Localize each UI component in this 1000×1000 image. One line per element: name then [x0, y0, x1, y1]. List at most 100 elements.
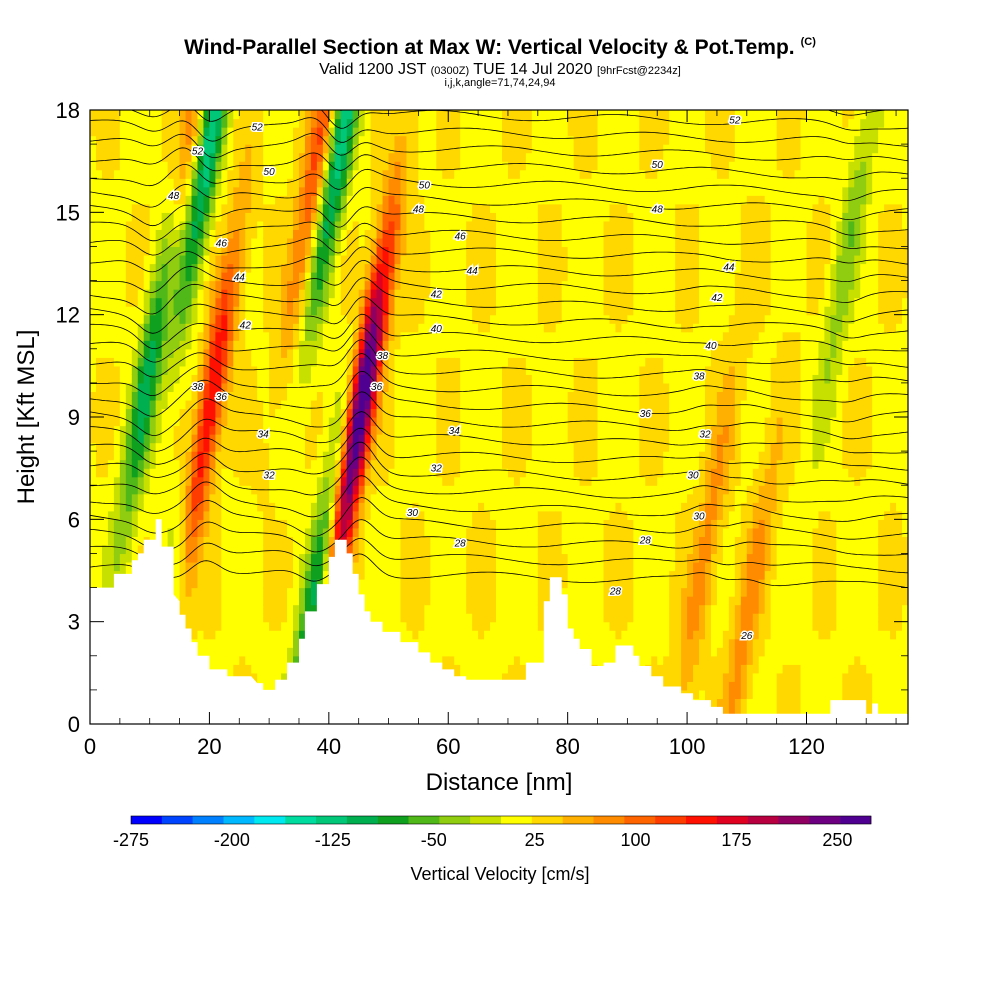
w-cell [215, 195, 222, 205]
w-cell [257, 536, 264, 546]
w-cell [155, 212, 163, 222]
w-cell [269, 613, 276, 623]
w-cell [394, 246, 402, 256]
w-cell [412, 161, 419, 171]
w-cell [215, 186, 222, 196]
w-cell [113, 348, 121, 358]
w-cell [251, 169, 258, 179]
w-cell [364, 502, 372, 512]
w-cell [137, 527, 145, 537]
w-cell [310, 144, 318, 154]
w-cell [281, 655, 288, 665]
w-cell [101, 502, 109, 512]
w-cell [155, 399, 163, 410]
w-cell [119, 263, 127, 273]
w-cell [185, 553, 193, 563]
w-cell [388, 178, 396, 188]
w-cell [412, 613, 419, 623]
w-cell [490, 348, 497, 358]
w-cell [221, 425, 228, 435]
w-cell [287, 434, 294, 444]
w-cell [287, 195, 294, 205]
w-cell [131, 195, 139, 205]
w-cell [257, 220, 264, 230]
w-cell [215, 587, 222, 597]
w-cell [310, 229, 318, 239]
w-cell [257, 203, 264, 213]
w-cell [376, 161, 384, 171]
w-cell [137, 220, 145, 230]
w-cell [239, 186, 246, 196]
w-cell [203, 374, 211, 384]
w-cell [472, 161, 479, 171]
w-cell [161, 254, 169, 265]
w-cell [478, 118, 485, 128]
w-cell [484, 382, 491, 393]
w-cell [490, 203, 497, 213]
w-cell [370, 254, 378, 265]
w-cell [478, 536, 485, 546]
w-cell [251, 417, 258, 427]
w-cell [203, 263, 211, 273]
w-cell [346, 212, 354, 222]
w-cell [239, 630, 246, 640]
w-cell [239, 195, 246, 205]
w-cell [185, 203, 193, 213]
w-cell [358, 212, 366, 222]
w-cell [143, 408, 151, 418]
w-cell [412, 442, 419, 452]
w-cell [101, 561, 109, 572]
w-cell [310, 536, 318, 546]
w-cell [454, 493, 461, 503]
w-cell [251, 178, 258, 188]
w-cell [418, 161, 425, 171]
w-cell [293, 570, 300, 580]
w-cell [227, 212, 234, 222]
w-cell [233, 399, 240, 410]
w-cell [454, 408, 461, 418]
w-cell [310, 451, 318, 461]
w-cell [334, 186, 342, 196]
w-cell [364, 272, 372, 282]
w-cell [484, 425, 491, 435]
w-cell [101, 144, 109, 154]
w-cell [382, 391, 390, 401]
w-cell [382, 357, 390, 367]
w-cell [269, 272, 276, 282]
w-cell [430, 510, 437, 520]
w-cell [263, 527, 270, 537]
w-cell [95, 118, 103, 128]
w-cell [358, 510, 366, 520]
w-cell [466, 195, 473, 205]
w-cell [424, 297, 431, 307]
w-cell [430, 323, 437, 333]
w-cell [281, 527, 288, 537]
w-cell [191, 169, 199, 179]
w-cell [466, 237, 473, 248]
w-cell [125, 510, 133, 520]
w-cell [131, 110, 139, 120]
w-cell [90, 306, 97, 316]
w-cell [269, 135, 276, 145]
w-cell [322, 476, 330, 486]
w-cell [478, 237, 485, 248]
w-cell [490, 519, 497, 529]
w-cell [275, 570, 282, 580]
w-cell [90, 536, 97, 546]
w-cell [203, 596, 211, 606]
w-cell [167, 425, 175, 435]
w-cell [239, 655, 246, 665]
w-cell [412, 110, 419, 120]
w-cell [221, 169, 228, 179]
w-cell [478, 519, 485, 529]
w-cell [101, 442, 109, 452]
w-cell [394, 399, 402, 410]
w-cell [310, 127, 318, 137]
w-cell [466, 621, 473, 631]
w-cell [143, 314, 151, 324]
w-cell [388, 502, 396, 512]
w-cell [215, 434, 222, 444]
w-cell [143, 263, 151, 273]
w-cell [370, 476, 378, 486]
w-cell [310, 203, 318, 213]
